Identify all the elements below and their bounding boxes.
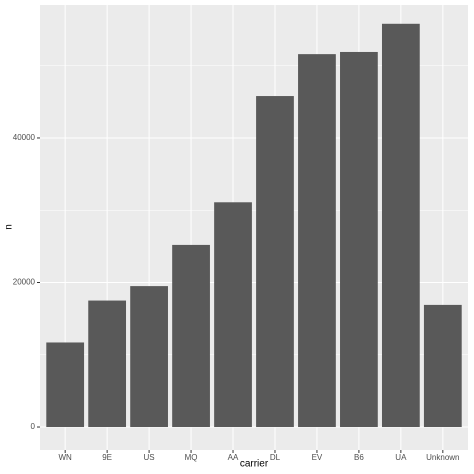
bar [172,244,210,428]
bar [423,304,462,428]
x-tick-label: US [144,453,155,462]
bar [340,51,378,428]
bar [381,23,420,428]
bar [88,300,127,428]
x-tick-label: DL [270,453,281,462]
y-tick-label: 20000 [13,278,36,287]
y-tick-label: 40000 [13,133,36,142]
x-tick-label: 9E [102,453,112,462]
x-tick-label: UA [395,453,407,462]
x-tick-label: Unknown [426,453,459,462]
x-tick-label: AA [228,453,239,462]
x-axis-title: carrier [240,459,269,470]
x-tick-label: B6 [354,453,364,462]
x-tick-label: MQ [185,453,198,462]
x-tick-label: EV [312,453,323,462]
bar [256,96,294,428]
bar [46,342,85,428]
y-axis-title: n [4,224,15,230]
x-tick-label: WN [59,453,73,462]
bar [214,202,252,428]
y-tick-label: 0 [31,422,36,431]
bar [298,54,336,428]
bar [130,286,168,428]
